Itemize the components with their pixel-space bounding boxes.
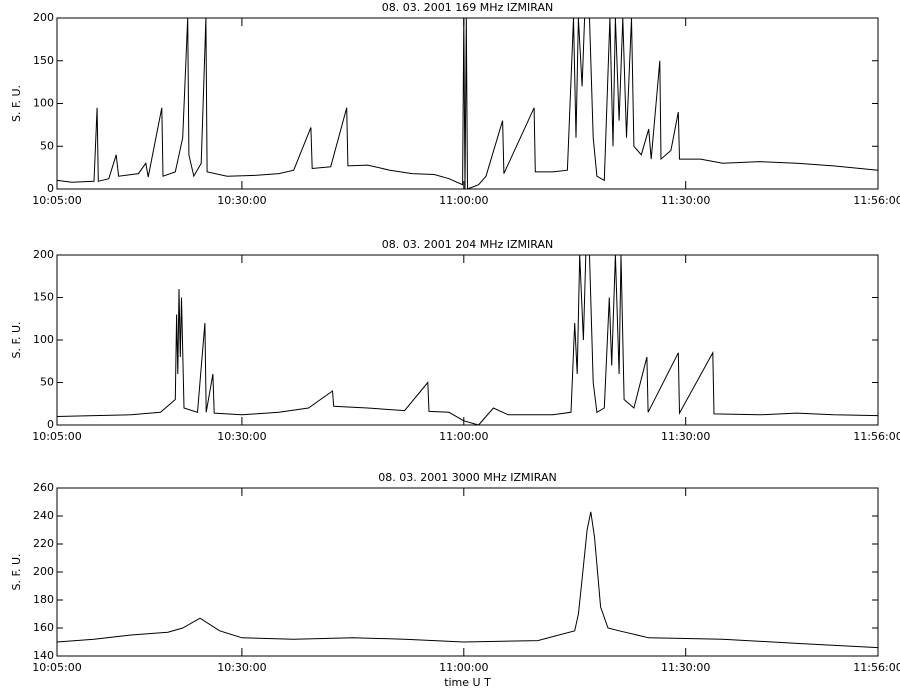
y-tick-label: 220 <box>33 537 54 550</box>
x-tick-label: 10:05:00 <box>32 661 81 674</box>
y-tick-label: 240 <box>33 509 54 522</box>
y-axis-label: S. F. U. <box>10 321 23 358</box>
y-tick-label: 0 <box>47 182 54 195</box>
x-tick-label: 11:30:00 <box>661 661 710 674</box>
y-tick-label: 50 <box>40 376 54 389</box>
x-tick-label: 10:30:00 <box>217 661 266 674</box>
flux-line <box>56 511 879 649</box>
y-axis-label: S. F. U. <box>10 85 23 122</box>
y-tick-label: 150 <box>33 54 54 67</box>
chart-title: 08. 03. 2001 204 MHz IZMIRAN <box>382 238 553 251</box>
y-tick-label: 160 <box>33 621 54 634</box>
x-axis-label: time U T <box>444 676 491 689</box>
x-tick-label: 10:05:00 <box>32 194 81 207</box>
x-tick-label: 11:56:00 <box>853 430 900 443</box>
x-tick-label: 11:30:00 <box>661 194 710 207</box>
x-tick-label: 11:56:00 <box>853 194 900 207</box>
y-tick-label: 150 <box>33 291 54 304</box>
x-tick-label: 11:00:00 <box>439 194 488 207</box>
x-tick-label: 10:30:00 <box>217 430 266 443</box>
x-tick-label: 10:30:00 <box>217 194 266 207</box>
y-tick-label: 50 <box>40 139 54 152</box>
x-tick-label: 11:30:00 <box>661 430 710 443</box>
y-tick-label: 200 <box>33 11 54 24</box>
y-tick-label: 100 <box>33 333 54 346</box>
y-tick-label: 100 <box>33 97 54 110</box>
y-tick-label: 260 <box>33 481 54 494</box>
x-tick-label: 11:56:00 <box>853 661 900 674</box>
chart-title: 08. 03. 2001 169 MHz IZMIRAN <box>382 1 553 14</box>
y-tick-label: 200 <box>33 565 54 578</box>
y-tick-label: 140 <box>33 649 54 662</box>
flux-line <box>56 254 879 426</box>
chart-title: 08. 03. 2001 3000 MHz IZMIRAN <box>378 471 556 484</box>
y-tick-label: 180 <box>33 593 54 606</box>
y-tick-label: 0 <box>47 418 54 431</box>
y-axis-label: S. F. U. <box>10 553 23 590</box>
x-tick-label: 11:00:00 <box>439 661 488 674</box>
y-tick-label: 200 <box>33 248 54 261</box>
plot-frame <box>56 487 879 657</box>
x-tick-label: 11:00:00 <box>439 430 488 443</box>
x-tick-label: 10:05:00 <box>32 430 81 443</box>
flux-line <box>56 17 879 190</box>
